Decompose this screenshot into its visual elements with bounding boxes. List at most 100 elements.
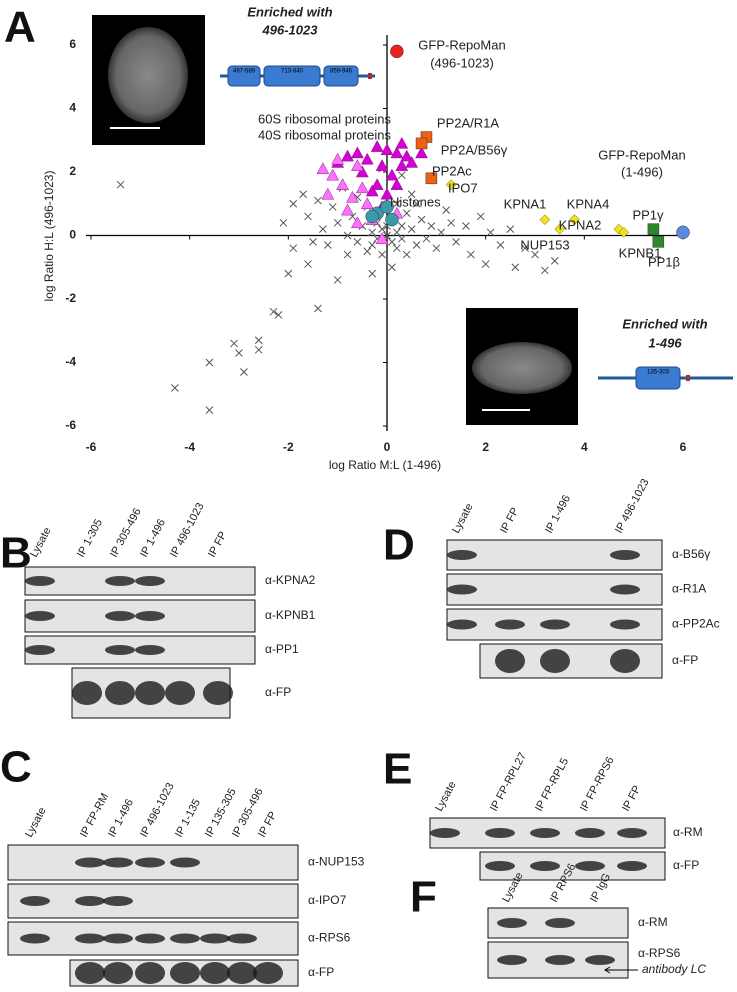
antibody-label: α-RM xyxy=(673,825,703,839)
data-point xyxy=(343,231,352,240)
point-label: GFP-RepoMan xyxy=(598,147,685,162)
data-point xyxy=(539,214,551,225)
data-point xyxy=(385,168,399,181)
domain xyxy=(227,65,261,87)
data-point xyxy=(378,250,386,259)
enriched-construct: 496-1023 xyxy=(262,22,319,37)
x-tick-label: 6 xyxy=(680,440,687,454)
point-label: KPNA4 xyxy=(567,196,610,211)
y-tick-label: -2 xyxy=(65,291,76,305)
antibody-label: α-NUP153 xyxy=(308,855,365,869)
data-point xyxy=(407,225,416,234)
band xyxy=(103,962,133,984)
data-point xyxy=(360,197,374,209)
antibody-label: α-KPNA2 xyxy=(265,573,316,587)
data-point xyxy=(393,244,401,253)
band xyxy=(135,962,165,984)
data-point xyxy=(388,263,396,272)
band xyxy=(135,857,165,868)
data-point xyxy=(511,263,520,272)
motif xyxy=(368,73,372,79)
band xyxy=(485,861,515,871)
data-point xyxy=(467,250,475,259)
domain xyxy=(635,366,681,390)
data-point xyxy=(407,190,416,199)
antibody-label: α-FP xyxy=(265,685,291,699)
band xyxy=(20,933,50,944)
band xyxy=(105,611,135,621)
data-point xyxy=(388,237,396,246)
data-point xyxy=(432,244,441,253)
band xyxy=(75,857,105,868)
data-point xyxy=(314,196,322,205)
data-point xyxy=(442,206,451,214)
domain-label: 713-840 xyxy=(281,69,304,75)
lane-label: IP 1-135 xyxy=(173,797,203,839)
lane-label: Lysate xyxy=(433,780,459,814)
domain-label: 859-946 xyxy=(330,69,353,75)
lane-label: IP 1-496 xyxy=(106,797,136,839)
data-point xyxy=(395,136,409,149)
panel-letter: A xyxy=(4,3,36,52)
data-point xyxy=(269,307,278,316)
band xyxy=(203,681,233,705)
band xyxy=(170,933,200,944)
band xyxy=(545,955,575,965)
point-label: PP1γ xyxy=(632,207,664,222)
antibody-label: α-RPS6 xyxy=(638,946,681,960)
band xyxy=(75,896,105,906)
blot-strip xyxy=(7,883,299,919)
data-point xyxy=(412,199,421,208)
antibody-label: α-RM xyxy=(638,915,668,929)
enriched-heading: Enriched with xyxy=(622,316,707,331)
enriched-heading: Enriched with xyxy=(247,4,332,19)
nucleus xyxy=(108,27,188,123)
data-point xyxy=(422,234,431,243)
data-point xyxy=(390,178,404,190)
band xyxy=(575,828,605,838)
band xyxy=(170,857,200,868)
data-point xyxy=(402,209,411,218)
lane-label: IP 1-496 xyxy=(138,517,168,559)
data-point xyxy=(380,143,394,156)
data-point xyxy=(299,190,307,199)
band xyxy=(610,649,640,673)
data-point xyxy=(289,244,298,253)
data-point xyxy=(304,260,312,268)
lane-label: IP FP-RPL27 xyxy=(488,751,529,814)
enriched-construct: 1-496 xyxy=(648,335,682,350)
data-point xyxy=(397,171,406,180)
lane-label: IP 1-496 xyxy=(543,493,573,535)
panel-letter: C xyxy=(0,743,32,792)
band xyxy=(103,857,133,868)
point-label: 40S ribosomal proteins xyxy=(258,127,391,142)
data-point xyxy=(652,236,665,248)
point-label: Histones xyxy=(390,194,441,209)
band xyxy=(135,645,165,655)
data-point xyxy=(486,228,495,237)
data-point xyxy=(368,269,377,278)
y-tick-label: 4 xyxy=(69,101,76,115)
band xyxy=(497,955,527,965)
band xyxy=(103,896,133,906)
antibody-label: α-KPNB1 xyxy=(265,608,316,622)
data-point xyxy=(235,349,243,357)
band xyxy=(135,576,165,586)
data-point xyxy=(370,178,384,190)
lane-label: IP 496-1023 xyxy=(168,501,207,559)
data-point xyxy=(415,146,428,159)
data-point xyxy=(279,218,288,227)
data-point xyxy=(380,200,394,214)
data-point xyxy=(336,178,350,190)
domain xyxy=(323,65,359,87)
domain xyxy=(263,65,321,87)
antibody-label: α-FP xyxy=(673,858,699,872)
data-point xyxy=(240,368,248,376)
lane-label: Lysate xyxy=(28,526,54,560)
band xyxy=(495,619,525,630)
scatter-plot: -6 -4 -2 0 2 4 6 -6 -4 -2 0 2 4 6 log Ratio M:L (1-496… xyxy=(42,35,690,472)
y-axis-label: log Ratio H:L (496-1023) xyxy=(42,171,56,302)
x-tick-label: -4 xyxy=(184,440,195,454)
data-point xyxy=(254,336,263,345)
data-point xyxy=(230,339,238,348)
